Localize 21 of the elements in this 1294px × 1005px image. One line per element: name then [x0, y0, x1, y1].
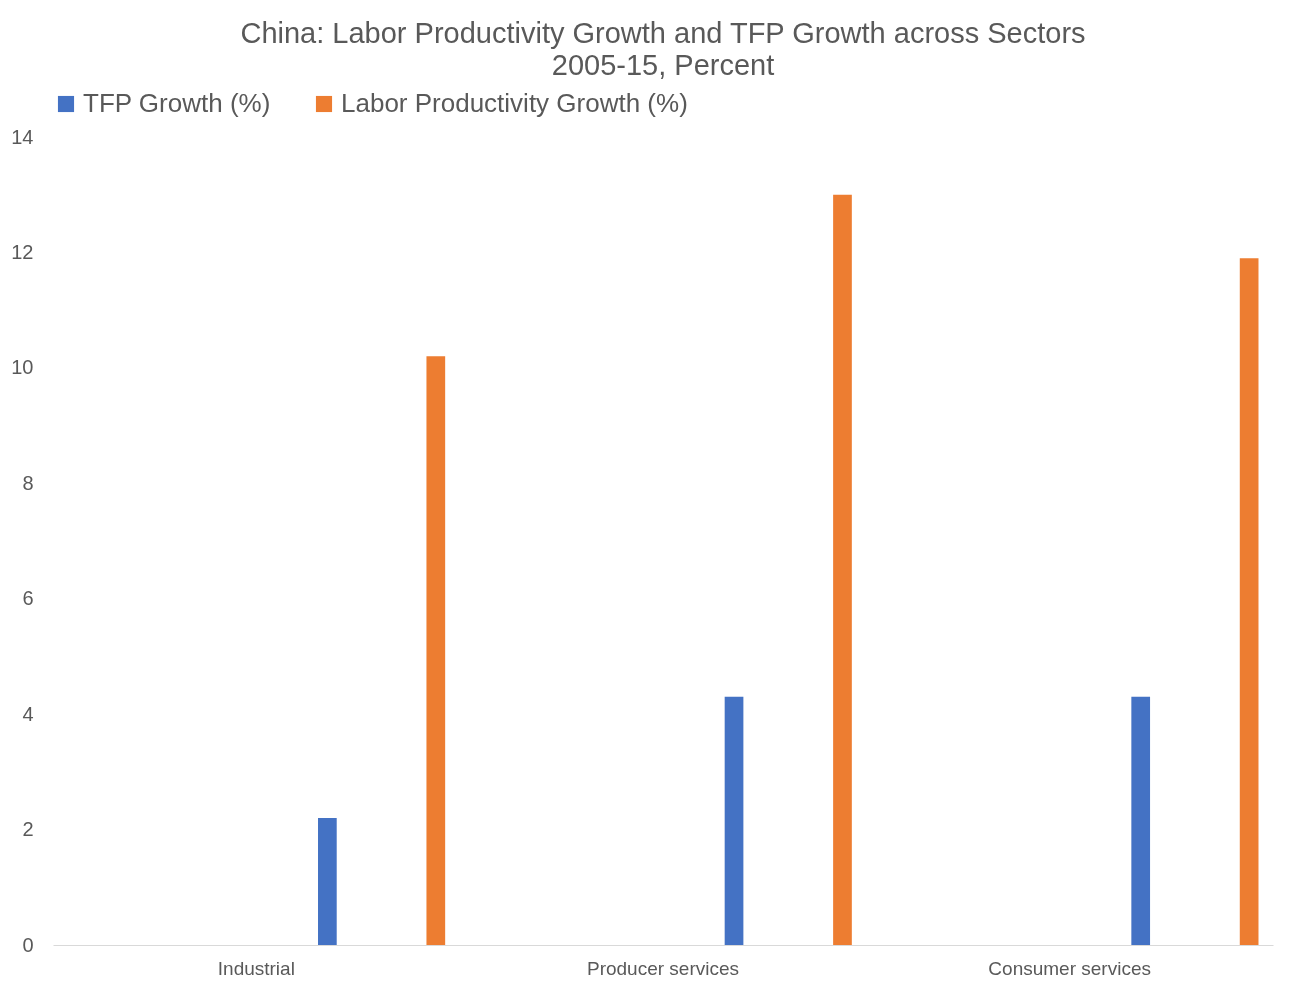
y-tick-label: 14: [11, 125, 34, 148]
legend-label: TFP Growth (%): [83, 88, 271, 118]
bar: [833, 194, 852, 945]
legend-label: Labor Productivity Growth (%): [341, 88, 688, 118]
bar: [1131, 696, 1151, 945]
y-tick-label: 12: [11, 240, 34, 263]
chart-title: China: Labor Productivity Growth and TFP Growth across Sectors: [240, 17, 1086, 49]
bar: [426, 356, 446, 945]
y-tick-label: 4: [22, 702, 34, 725]
bar: [1239, 258, 1259, 945]
y-tick-label: 0: [22, 933, 34, 956]
x-tick-label: Producer services: [586, 957, 740, 979]
bar: [724, 696, 744, 945]
y-tick-label: 6: [22, 587, 34, 610]
bar: [318, 818, 337, 945]
y-tick-label: 10: [11, 356, 34, 379]
y-tick-label: 2: [22, 818, 34, 841]
x-tick-label: Consumer services: [988, 957, 1151, 979]
x-tick-label: Industrial: [217, 957, 295, 979]
y-tick-label: 8: [22, 471, 34, 494]
chart-subtitle: 2005-15, Percent: [551, 49, 775, 81]
